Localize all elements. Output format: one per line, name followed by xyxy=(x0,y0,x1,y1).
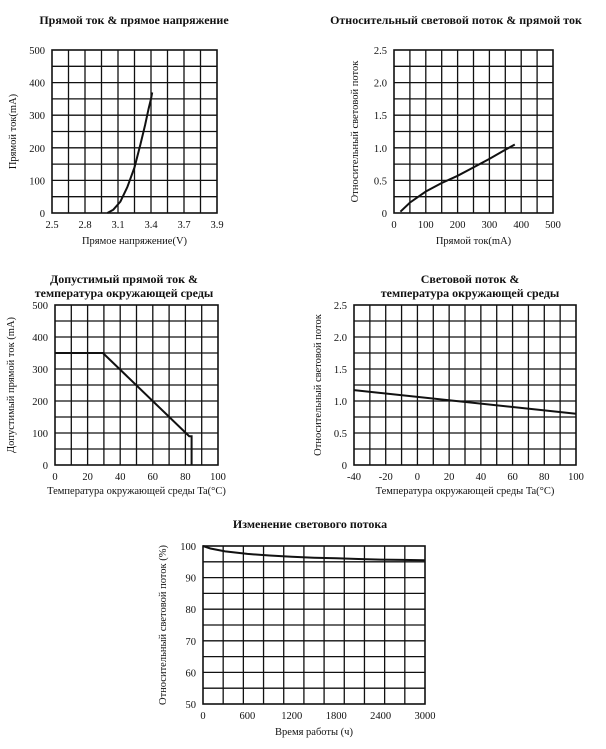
x-axis-label: Прямое напряжение(V) xyxy=(82,236,188,247)
chart-title: Световой поток & xyxy=(421,272,520,286)
x-tick-label: 0 xyxy=(391,220,396,231)
x-tick-label: 60 xyxy=(507,472,518,483)
x-axis-label: Температура окружающей среды Ta(°C) xyxy=(47,486,226,497)
x-axis-label: Время работы (ч) xyxy=(275,727,353,738)
plot-frame xyxy=(54,304,219,466)
x-tick-label: 2.5 xyxy=(45,220,58,231)
x-tick-label: 500 xyxy=(545,220,561,231)
x-tick-label: 600 xyxy=(240,711,256,722)
y-tick-label: 1.0 xyxy=(374,144,387,155)
y-tick-label: 1.5 xyxy=(374,111,387,122)
x-tick-label: 40 xyxy=(115,472,126,483)
y-tick-label: 50 xyxy=(186,700,197,711)
x-tick-label: 3.1 xyxy=(111,220,124,231)
x-tick-label: 40 xyxy=(476,472,487,483)
x-tick-label: 0 xyxy=(200,711,205,722)
y-tick-label: 100 xyxy=(32,429,48,440)
x-tick-label: 3000 xyxy=(415,711,436,722)
y-axis-label: Относительный световой поток xyxy=(350,60,361,203)
chart-1: 2.5 2.8 3.1 3.4 3.7 3.9 0 100 200 300 400 500 Прямой… xyxy=(8,13,229,247)
chart-title: Изменение светового потока xyxy=(233,517,387,531)
y-tick-label: 1.0 xyxy=(334,397,347,408)
series-line xyxy=(106,92,154,214)
y-tick-label: 2.5 xyxy=(334,301,347,312)
y-tick-label: 80 xyxy=(186,605,197,616)
y-tick-label: 300 xyxy=(32,365,48,376)
x-tick-label: 1800 xyxy=(326,711,347,722)
plot-frame xyxy=(202,545,426,705)
plot-frame xyxy=(51,49,218,214)
x-tick-label: 0 xyxy=(415,472,420,483)
chart-4: -40 -20 0 20 40 60 80 100 0 0.5 1.0 1.5 2.0 2.5 Светов… xyxy=(313,272,584,497)
x-tick-label: 60 xyxy=(148,472,159,483)
x-axis-label: Прямой ток(mA) xyxy=(436,236,512,247)
y-tick-label: 100 xyxy=(29,176,45,187)
x-tick-label: -40 xyxy=(347,472,361,483)
x-tick-label: 400 xyxy=(513,220,529,231)
y-tick-label: 200 xyxy=(29,144,45,155)
series-line xyxy=(55,352,193,465)
y-tick-label: 0.5 xyxy=(334,429,347,440)
y-tick-label: 60 xyxy=(186,668,197,679)
y-tick-label: 400 xyxy=(29,79,45,90)
chart-title: Относительный световой поток & прямой то… xyxy=(330,13,582,27)
x-tick-label: -20 xyxy=(379,472,393,483)
x-tick-label: 100 xyxy=(210,472,226,483)
chart-title: температура окружающей среды xyxy=(381,286,560,300)
chart-2: 0 100 200 300 400 500 0 0.5 1.0 1.5 2.0 2.5 Относите… xyxy=(330,13,582,247)
y-axis-label: Допустимый прямой ток (mA) xyxy=(6,316,17,453)
x-tick-label: 20 xyxy=(82,472,93,483)
x-tick-label: 200 xyxy=(450,220,466,231)
chart-3: 0 20 40 60 80 100 0 100 200 300 400 500 Допустимый п… xyxy=(6,272,226,497)
x-tick-label: 2400 xyxy=(370,711,391,722)
y-tick-label: 0 xyxy=(382,209,387,220)
series-line xyxy=(353,389,577,415)
y-tick-label: 0 xyxy=(43,461,48,472)
x-tick-label: 300 xyxy=(482,220,498,231)
y-tick-label: 2.0 xyxy=(334,333,347,344)
chart-title: температура окружающей среды xyxy=(35,286,214,300)
y-tick-label: 90 xyxy=(186,574,197,585)
y-tick-label: 200 xyxy=(32,397,48,408)
chart-5: 0 600 1200 1800 2400 3000 50 60 70 80 90 100 Изменен… xyxy=(158,517,436,738)
plot-frame xyxy=(393,49,554,214)
y-tick-label: 500 xyxy=(29,46,45,57)
plot-frame xyxy=(353,304,577,466)
x-tick-label: 100 xyxy=(568,472,584,483)
series-line xyxy=(202,545,426,562)
x-tick-label: 0 xyxy=(52,472,57,483)
y-tick-label: 1.5 xyxy=(334,365,347,376)
y-axis-label: Относительный световой поток (%) xyxy=(158,545,169,705)
y-tick-label: 0 xyxy=(40,209,45,220)
y-tick-label: 400 xyxy=(32,333,48,344)
x-tick-label: 20 xyxy=(444,472,455,483)
y-axis-label: Прямой ток(mA) xyxy=(8,93,19,169)
x-tick-label: 3.9 xyxy=(210,220,223,231)
x-tick-label: 80 xyxy=(539,472,550,483)
y-tick-label: 0 xyxy=(342,461,347,472)
x-tick-label: 1200 xyxy=(281,711,302,722)
x-tick-label: 2.8 xyxy=(78,220,91,231)
series-line xyxy=(399,143,516,213)
chart-title: Прямой ток & прямое напряжение xyxy=(39,13,229,27)
y-tick-label: 2.5 xyxy=(374,46,387,57)
x-tick-label: 3.7 xyxy=(177,220,190,231)
y-tick-label: 70 xyxy=(186,637,197,648)
x-tick-label: 80 xyxy=(180,472,191,483)
chart-title: Допустимый прямой ток & xyxy=(50,272,198,286)
y-tick-label: 100 xyxy=(180,542,196,553)
y-tick-label: 500 xyxy=(32,301,48,312)
x-tick-label: 100 xyxy=(418,220,434,231)
y-tick-label: 0.5 xyxy=(374,176,387,187)
y-tick-label: 2.0 xyxy=(374,79,387,90)
x-axis-label: Температура окружающей среды Ta(°C) xyxy=(376,486,555,497)
x-tick-label: 3.4 xyxy=(144,220,158,231)
y-tick-label: 300 xyxy=(29,111,45,122)
y-axis-label: Относительный световой поток xyxy=(313,313,324,456)
